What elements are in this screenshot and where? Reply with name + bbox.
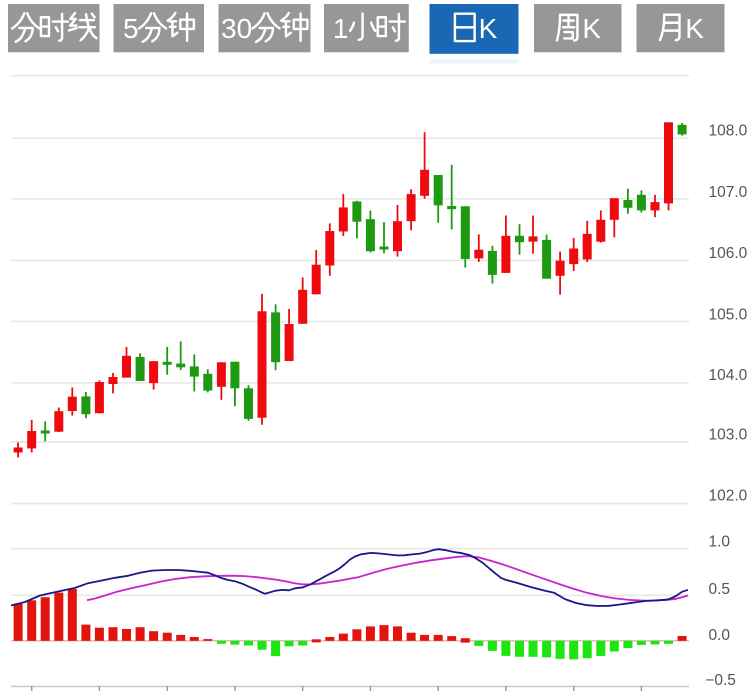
svg-text:1: 1 [333,13,349,44]
svg-text:103.0: 103.0 [709,426,748,443]
svg-text:104.0: 104.0 [709,367,748,384]
svg-text:5: 5 [123,13,139,44]
svg-text:0.0: 0.0 [709,627,731,644]
svg-text:105.0: 105.0 [709,306,748,323]
svg-text:0.5: 0.5 [709,581,731,598]
svg-text:108.0: 108.0 [709,123,748,140]
svg-text:K: K [479,13,498,44]
svg-text:30: 30 [221,13,252,44]
svg-text:K: K [685,13,704,44]
svg-text:1.0: 1.0 [709,533,731,550]
svg-text:106.0: 106.0 [709,245,748,262]
svg-text:K: K [582,13,601,44]
svg-text:107.0: 107.0 [709,184,748,201]
svg-text:−0.5: −0.5 [705,672,736,689]
svg-text:102.0: 102.0 [709,487,748,504]
